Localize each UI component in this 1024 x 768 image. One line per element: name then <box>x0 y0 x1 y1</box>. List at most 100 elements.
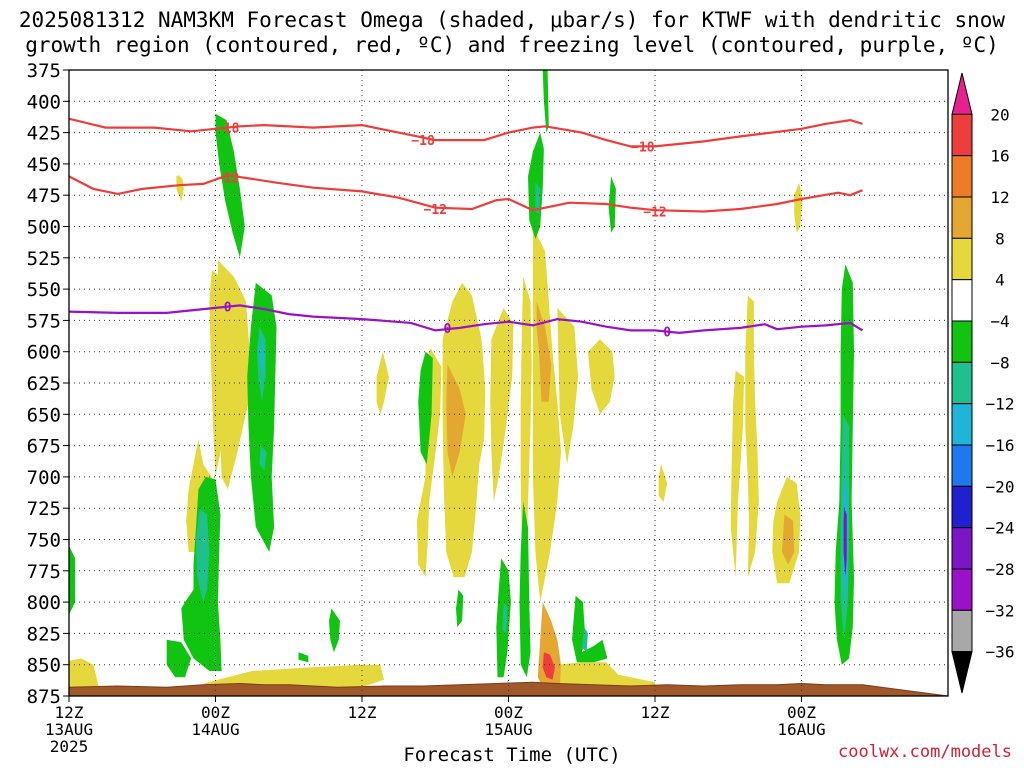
terrain-layer <box>68 681 949 697</box>
omega-region-7 <box>490 307 514 502</box>
omega-region-38 <box>572 595 608 663</box>
x-tick-label-24-0: 12Z <box>348 703 377 722</box>
x-tick-label-36-1: 15AUG <box>484 720 532 739</box>
omega-region-48 <box>260 339 265 377</box>
omega-region-0 <box>176 175 184 202</box>
contour-label-1-0: −12 <box>216 172 239 187</box>
chart-title-line-1: 2025081312 NAM3KM Forecast Omega (shaded… <box>18 8 1006 32</box>
omega-region-20 <box>446 364 466 477</box>
site-credit: coolwx.com/models <box>838 742 1012 762</box>
contour-label-0-2: −18 <box>631 140 655 155</box>
colorbar-box-6 <box>951 320 973 363</box>
y-tick-label-400: 400 <box>27 91 61 113</box>
y-tick-label-550: 550 <box>27 279 61 301</box>
colorbar-label-2: 12 <box>990 188 1009 207</box>
colorbar-box-2 <box>951 155 973 198</box>
y-tick-label-775: 775 <box>27 561 61 583</box>
y-tick-label-800: 800 <box>27 592 61 614</box>
colorbar-box-5 <box>951 279 973 322</box>
colorbar-label-12: −32 <box>986 601 1015 620</box>
contour-line--12 <box>69 174 863 213</box>
omega-region-35 <box>519 501 531 678</box>
x-tick-label-36-0: 00Z <box>494 703 523 722</box>
contour-label-1-1: −12 <box>424 203 447 218</box>
colorbar-label-8: −16 <box>986 436 1015 455</box>
colorbar-box-13 <box>951 609 973 653</box>
omega-region-6 <box>442 282 486 578</box>
colorbar-top-triangle <box>951 72 973 115</box>
omega-region-24 <box>542 652 555 680</box>
y-tick-label-725: 725 <box>27 498 61 520</box>
colorbar-label-7: −12 <box>986 395 1015 414</box>
omega-region-12 <box>658 464 668 502</box>
omega-region-33 <box>456 589 464 628</box>
y-tick-label-875: 875 <box>27 686 61 708</box>
terrain-band <box>68 681 949 697</box>
y-tick-label-375: 375 <box>27 60 61 82</box>
x-tick-label-48-0: 12Z <box>641 703 670 722</box>
omega-region-5 <box>416 347 442 578</box>
colorbar-label-5: −4 <box>990 312 1009 331</box>
omega-region-30 <box>298 652 309 663</box>
omega-region-16 <box>794 182 803 233</box>
colorbar-label-4: 4 <box>995 271 1005 290</box>
omega-region-50 <box>843 508 847 578</box>
colorbar-box-4 <box>951 237 973 281</box>
colorbar: 20 16 12 8 4 −4 −8 −12 −16 −20 −24 −28 −32 −36 <box>951 72 1015 694</box>
omega-region-11 <box>587 339 615 415</box>
colorbar-label-6: −8 <box>990 353 1009 372</box>
omega-region-4 <box>376 351 389 415</box>
y-tick-label-850: 850 <box>27 655 61 677</box>
y-tick-label-750: 750 <box>27 530 61 552</box>
y-tick-label-450: 450 <box>27 154 61 176</box>
omega-region-42 <box>259 445 267 471</box>
x-tick-label-0-0: 12Z <box>55 703 84 722</box>
omega-region-13 <box>730 370 745 578</box>
contour-label-2-0: 0 <box>224 301 232 316</box>
x-tick-label-60-0: 00Z <box>787 703 816 722</box>
colorbar-box-12 <box>951 568 973 611</box>
omega-region-25 <box>215 113 245 258</box>
colorbar-box-10 <box>951 485 973 529</box>
omega-region-22 <box>537 602 561 693</box>
omega-region-43 <box>196 508 210 603</box>
contour-label-0-0: −18 <box>216 122 240 137</box>
omega-region-44 <box>535 182 541 214</box>
colorbar-bottom-triangle <box>951 651 973 694</box>
omega-region-23 <box>782 514 795 565</box>
y-tick-label-600: 600 <box>27 342 61 364</box>
x-tick-label-12-0: 00Z <box>201 703 230 722</box>
contour-label-2-1: 0 <box>444 322 452 337</box>
colorbar-box-8 <box>951 403 973 446</box>
x-axis-label: Forecast Time (UTC) <box>403 744 621 766</box>
omega-region-46 <box>581 627 588 653</box>
contour-label-0-1: −18 <box>411 134 435 149</box>
chart-title-line-2: growth region (contoured, red, ºC) and f… <box>25 33 999 57</box>
colorbar-box-11 <box>951 527 973 570</box>
omega-region-10 <box>557 307 579 465</box>
y-tick-label-425: 425 <box>27 123 61 145</box>
x-tick-label-60-1: 16AUG <box>777 720 825 739</box>
axes-layer: 375 400 425 450 475 500 525 550 575 600 625 650 675 7… <box>27 60 949 756</box>
omega-region-37 <box>542 70 549 133</box>
contour-line-0 <box>69 304 864 335</box>
y-tick-label-825: 825 <box>27 623 61 645</box>
colorbar-label-3: 8 <box>995 229 1005 248</box>
colorbar-box-3 <box>951 196 973 239</box>
omega-region-45 <box>502 602 508 634</box>
omega-region-28 <box>166 639 192 678</box>
omega-region-3 <box>217 260 250 490</box>
x-tick-label-0-1: 13AUG <box>45 720 93 739</box>
y-tick-label-650: 650 <box>27 404 61 426</box>
colorbar-label-13: −36 <box>986 643 1015 662</box>
colorbar-label-0: 20 <box>990 105 1009 124</box>
colorbar-label-1: 16 <box>990 147 1009 166</box>
omega-region-21 <box>536 301 552 402</box>
omega-shading-layer <box>69 70 854 696</box>
omega-region-9 <box>532 226 561 603</box>
colorbar-label-10: −24 <box>986 519 1015 538</box>
colorbar-box-9 <box>951 444 973 487</box>
y-tick-label-500: 500 <box>27 217 61 239</box>
y-tick-label-575: 575 <box>27 310 61 332</box>
